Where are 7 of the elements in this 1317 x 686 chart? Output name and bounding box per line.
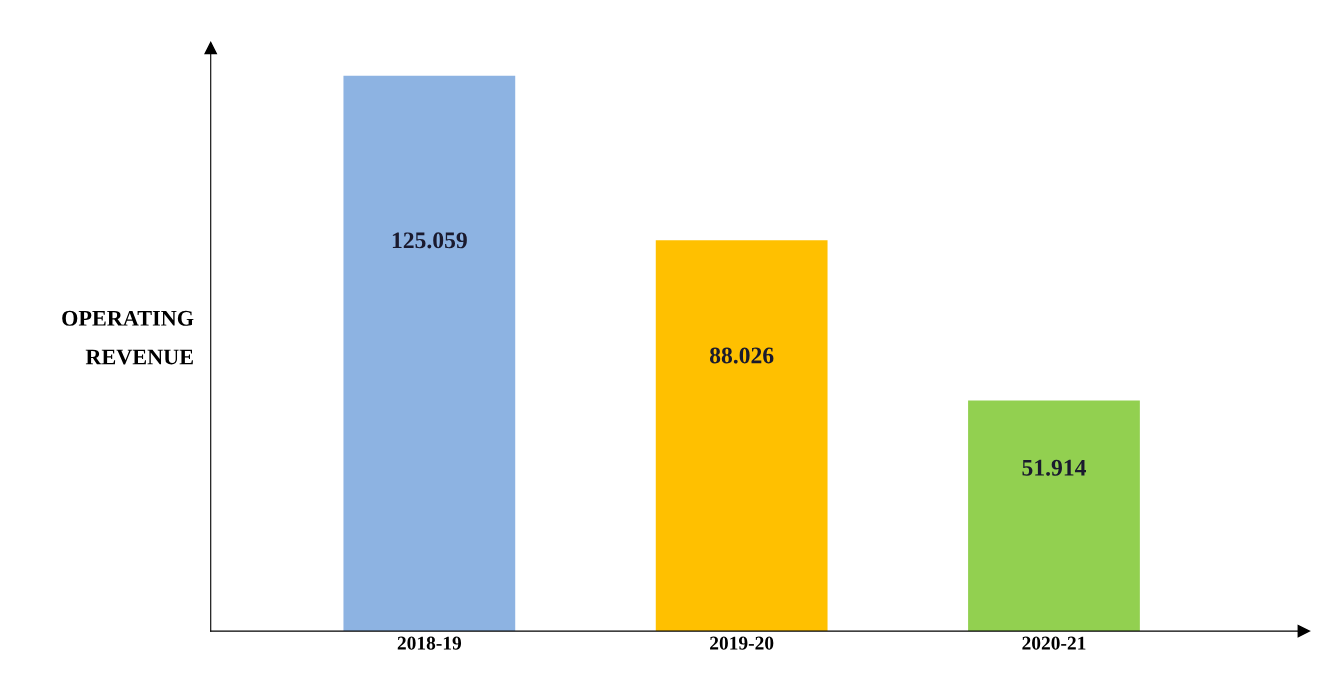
y-axis-title: OPERATING REVENUE: [62, 310, 194, 365]
data-label: 51.914: [1022, 459, 1086, 476]
x-tick-label: 2019-20: [710, 636, 774, 650]
data-label: 88.026: [709, 347, 774, 364]
x-tick-label: 2020-21: [1022, 636, 1086, 650]
data-label: 125.059: [392, 232, 467, 249]
x-tick-label: 2018-19: [397, 636, 462, 650]
